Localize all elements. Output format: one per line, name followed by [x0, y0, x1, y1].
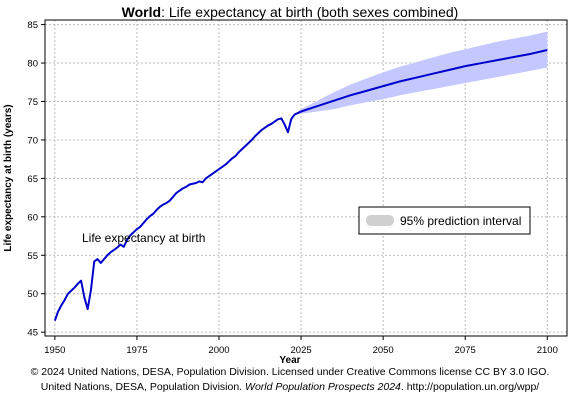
footer-citation-title: World Population Prospects 2024: [245, 381, 401, 393]
footer-citation: United Nations, DESA, Population Divisio…: [0, 381, 580, 393]
x-tick-label: 2100: [537, 345, 558, 356]
y-axis-label: Life expectancy at birth (years): [3, 104, 14, 251]
series-annotation: Life expectancy at birth: [82, 231, 205, 245]
chart-title-rest: : Life expectancy at birth (both sexes c…: [161, 4, 458, 20]
x-tick-label: 2050: [373, 345, 394, 356]
x-tick-label: 2075: [455, 345, 476, 356]
chart-title-bold: World: [122, 4, 161, 20]
x-axis-label: Year: [279, 355, 300, 366]
footer-citation-url: . http://population.un.org/wpp/: [401, 381, 539, 393]
y-tick-label: 50: [27, 289, 38, 300]
x-tick-label: 2000: [208, 345, 229, 356]
chart-title: World: Life expectancy at birth (both se…: [122, 4, 459, 20]
legend: 95% prediction interval: [359, 207, 530, 234]
y-tick-label: 55: [27, 251, 38, 262]
y-tick-label: 70: [27, 135, 38, 146]
y-tick-label: 65: [27, 174, 38, 185]
x-tick-label: 1950: [44, 345, 65, 356]
footer-copyright: © 2024 United Nations, DESA, Population …: [0, 366, 580, 378]
legend-swatch: [366, 215, 394, 226]
x-tick-label: 1975: [126, 345, 147, 356]
y-tick-label: 80: [27, 59, 38, 70]
footer-citation-source: United Nations, DESA, Population Divisio…: [41, 381, 245, 393]
estimates-line: [55, 115, 295, 321]
legend-label: 95% prediction interval: [400, 214, 521, 228]
y-tick-label: 75: [27, 97, 38, 108]
y-tick-label: 85: [27, 20, 38, 31]
y-tick-label: 45: [27, 328, 38, 339]
y-tick-label: 60: [27, 212, 38, 223]
